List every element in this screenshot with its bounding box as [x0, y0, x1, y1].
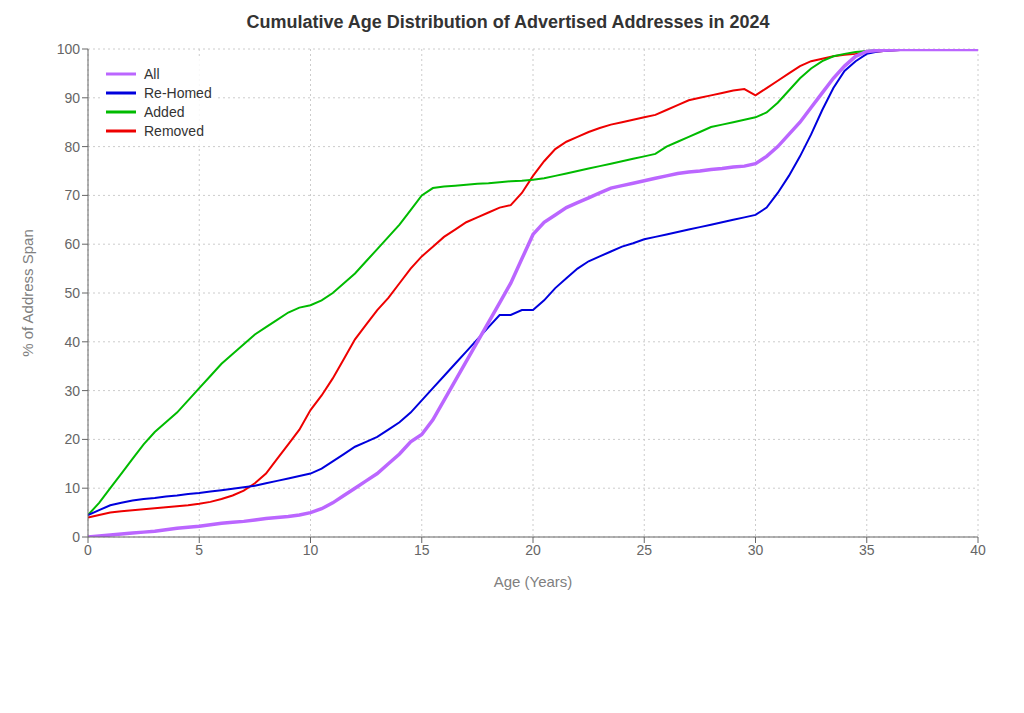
svg-text:50: 50 — [64, 285, 80, 301]
svg-text:60: 60 — [64, 236, 80, 252]
svg-text:35: 35 — [859, 542, 875, 558]
svg-text:90: 90 — [64, 90, 80, 106]
html-text:Removed: Removed — [144, 123, 204, 139]
svg-text:0: 0 — [72, 529, 80, 545]
svg-text:10: 10 — [303, 542, 319, 558]
svg-text:30: 30 — [64, 383, 80, 399]
svg-text:30: 30 — [748, 542, 764, 558]
html-text:Cumulative Age Distribution of: Cumulative Age Distribution of Advertise… — [246, 12, 770, 32]
svg-text:% of Address Span: % of Address Span — [19, 229, 36, 357]
svg-text:100: 100 — [57, 41, 81, 57]
svg-text:25: 25 — [636, 542, 652, 558]
html-text:All: All — [144, 66, 160, 82]
html-text:Re-Homed: Re-Homed — [144, 85, 212, 101]
svg-text:5: 5 — [195, 542, 203, 558]
svg-text:10: 10 — [64, 480, 80, 496]
svg-text:20: 20 — [64, 431, 80, 447]
svg-text:15: 15 — [414, 542, 430, 558]
svg-text:40: 40 — [970, 542, 986, 558]
svg-text:0: 0 — [84, 542, 92, 558]
svg-text:Age (Years): Age (Years) — [494, 573, 573, 590]
html-text:Added: Added — [144, 104, 185, 120]
svg-text:70: 70 — [64, 187, 80, 203]
svg-text:80: 80 — [64, 139, 80, 155]
svg-text:40: 40 — [64, 334, 80, 350]
svg-text:20: 20 — [525, 542, 541, 558]
